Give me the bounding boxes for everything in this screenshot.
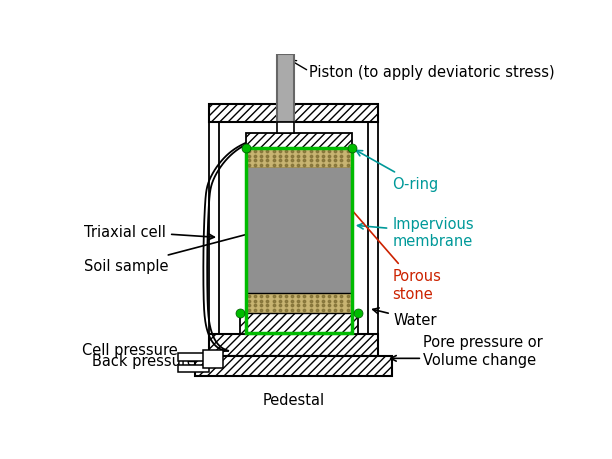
- Text: Cell pressure: Cell pressure: [82, 342, 177, 357]
- Bar: [195, 356, 392, 376]
- Bar: [209, 105, 378, 123]
- Text: O-ring: O-ring: [356, 151, 438, 192]
- Text: Triaxial cell: Triaxial cell: [84, 224, 214, 240]
- Bar: [246, 169, 352, 293]
- Text: Water: Water: [373, 308, 437, 328]
- Text: Porous
stone: Porous stone: [310, 162, 441, 301]
- Bar: [246, 149, 352, 333]
- Bar: [277, 123, 294, 134]
- Text: Soil sample: Soil sample: [84, 231, 257, 274]
- Bar: [277, 55, 294, 123]
- Bar: [178, 353, 209, 361]
- Bar: [203, 350, 223, 369]
- Text: Pedestal: Pedestal: [263, 392, 325, 407]
- Bar: [246, 149, 352, 169]
- Bar: [209, 335, 378, 356]
- Text: Pore pressure or
Volume change: Pore pressure or Volume change: [423, 335, 543, 367]
- Text: Back pressure: Back pressure: [92, 353, 196, 369]
- Bar: [246, 134, 352, 149]
- Bar: [246, 293, 352, 313]
- Text: Piston (to apply deviatoric stress): Piston (to apply deviatoric stress): [309, 65, 554, 79]
- Bar: [240, 313, 358, 335]
- Text: Impervious
membrane: Impervious membrane: [357, 217, 474, 249]
- Bar: [178, 365, 209, 372]
